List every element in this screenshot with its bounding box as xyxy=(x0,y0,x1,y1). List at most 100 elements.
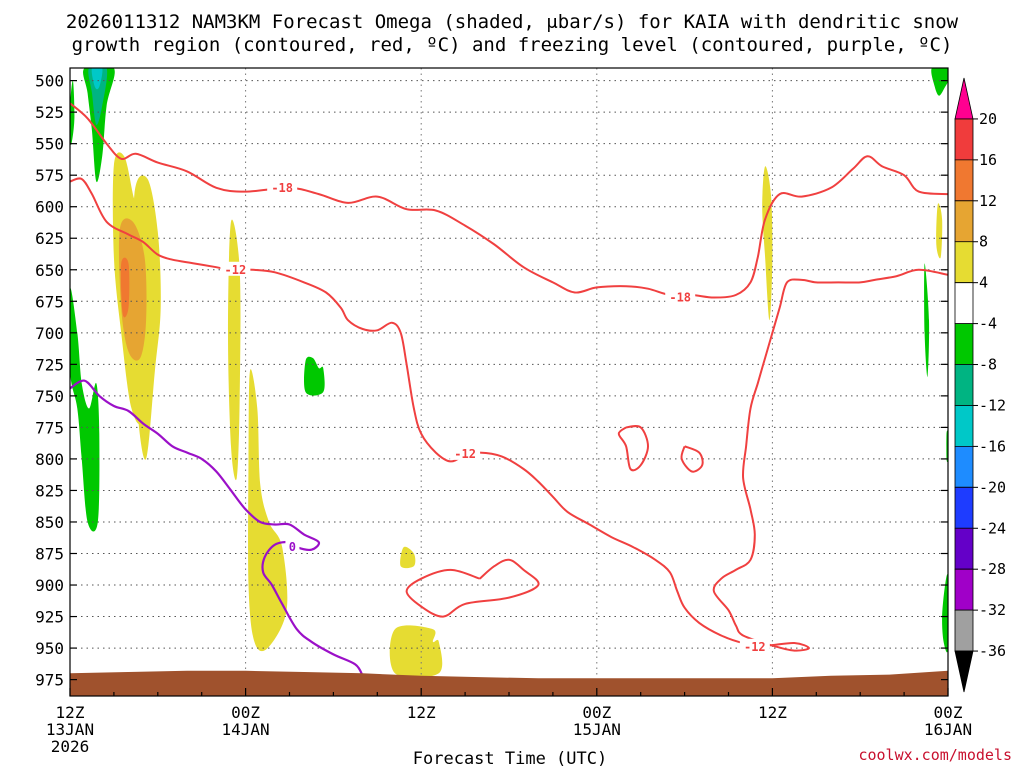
x-tick-label: 2026 xyxy=(51,737,90,756)
dgz-contour-0-label: -18 xyxy=(271,181,293,195)
y-tick-label: 700 xyxy=(35,324,64,343)
omega-region-17 xyxy=(924,263,930,378)
omega-region-11 xyxy=(88,68,108,125)
y-tick-label: 925 xyxy=(35,608,64,627)
dgz-contour-extra-1-label: -12 xyxy=(454,447,476,461)
colorbar-band-3 xyxy=(954,200,974,243)
colorbar-label: 20 xyxy=(979,110,997,128)
credit-link[interactable]: coolwx.com/models xyxy=(858,746,1012,764)
colorbar-band-9 xyxy=(954,446,974,488)
colorbar-band-12 xyxy=(954,568,974,611)
dgz-contour-extra-0-label-bg xyxy=(665,289,696,304)
grid xyxy=(70,68,948,696)
omega-region-13 xyxy=(70,80,75,145)
y-tick-label: 825 xyxy=(35,481,64,500)
colorbar-band-5 xyxy=(954,282,974,324)
colorbar-band-2 xyxy=(954,159,974,202)
y-tick-label: 800 xyxy=(35,450,64,469)
dgz-contour-extra-1-label-bg xyxy=(450,445,481,460)
colorbar-band-14 xyxy=(954,650,974,693)
freezing-level-contour-0 xyxy=(70,379,364,677)
colorbar-label: -32 xyxy=(979,601,1006,619)
colorbar-band-0 xyxy=(954,77,974,120)
omega-region-2 xyxy=(118,218,147,361)
terrain-fill xyxy=(70,670,948,696)
y-tick-label: 950 xyxy=(35,639,64,658)
dgz-contour-3 xyxy=(617,424,650,472)
colorbar-label: -36 xyxy=(979,642,1006,660)
dgz-contour-0-label-bg xyxy=(267,179,298,194)
colorbar-band-4 xyxy=(954,241,974,284)
dgz-contour-extra-2-label: -12 xyxy=(744,640,766,654)
dgz-contour-1 xyxy=(70,177,948,652)
omega-region-14 xyxy=(70,288,100,532)
x-tick-label: 15JAN xyxy=(573,720,621,739)
x-tick-label: 00Z xyxy=(582,703,611,722)
colorbar-band-8 xyxy=(954,405,974,447)
y-tick-label: 675 xyxy=(35,292,64,311)
colorbar-band-7 xyxy=(954,364,974,406)
x-tick-label: 12Z xyxy=(758,703,787,722)
dgz-contour-0 xyxy=(70,102,948,299)
y-tick-label: 525 xyxy=(35,103,64,122)
y-tick-label: 975 xyxy=(35,671,64,690)
colorbar-label: -28 xyxy=(979,560,1006,578)
omega-region-16 xyxy=(931,68,948,96)
freezing-level-0-label: 0 xyxy=(289,540,296,554)
y-tick-label: 850 xyxy=(35,513,64,532)
omega-region-3 xyxy=(120,257,130,318)
colorbar-band-13 xyxy=(954,609,974,652)
omega-region-8 xyxy=(762,166,773,321)
colorbar-label: 4 xyxy=(979,274,988,292)
y-tick-label: 775 xyxy=(35,418,64,437)
x-tick-label: 13JAN xyxy=(46,720,94,739)
y-tick-label: 875 xyxy=(35,545,64,564)
x-tick-label: 12Z xyxy=(407,703,436,722)
omega-region-7 xyxy=(389,625,443,679)
colorbar-label: -8 xyxy=(979,356,997,374)
omega-region-9 xyxy=(936,203,943,259)
colorbar-band-11 xyxy=(954,527,974,570)
y-tick-label: 625 xyxy=(35,229,64,248)
x-axis-title: Forecast Time (UTC) xyxy=(413,749,607,768)
omega-region-4 xyxy=(228,219,241,481)
freezing-level-0-label-bg xyxy=(285,539,300,554)
x-tick-label: 00Z xyxy=(934,703,963,722)
dgz-contour-extra-2-label-bg xyxy=(739,638,770,653)
colorbar-label: -20 xyxy=(979,478,1006,496)
omega-region-5 xyxy=(248,369,288,652)
x-tick-label: 16JAN xyxy=(924,720,972,739)
colorbar-label: 12 xyxy=(979,192,997,210)
y-tick-label: 550 xyxy=(35,135,64,154)
x-tick-label: 00Z xyxy=(231,703,260,722)
x-tick-label: 12Z xyxy=(56,703,85,722)
x-tick-label: 14JAN xyxy=(222,720,270,739)
contours: -18 -12 -18 -12 -12 0 xyxy=(70,102,948,677)
plot-frame xyxy=(69,67,949,697)
omega-region-10 xyxy=(83,68,115,183)
colorbar-band-10 xyxy=(954,486,974,529)
omega-region-19 xyxy=(942,574,948,653)
dgz-contour-2 xyxy=(405,558,540,618)
y-tick-label: 650 xyxy=(35,261,64,280)
dgz-contour-1-label-bg xyxy=(220,261,251,276)
colorbar-band-6 xyxy=(954,323,974,365)
omega-region-12 xyxy=(91,68,103,90)
y-tick-label: 600 xyxy=(35,198,64,217)
terrain xyxy=(70,670,948,696)
y-tick-label: 725 xyxy=(35,355,64,374)
colorbar-label: 16 xyxy=(979,151,997,169)
plot-area xyxy=(70,68,948,679)
axes: 500 525 550 575 600 625 650 675 700 725 750 775 800 8… xyxy=(35,67,972,756)
omega-region-6 xyxy=(400,546,416,569)
chart-title-line2: growth region (contoured, red, ºC) and f… xyxy=(72,34,953,56)
dgz-contour-1-label: -12 xyxy=(225,263,247,277)
dgz-contour-4 xyxy=(680,445,704,473)
dgz-contour-extra-0-label: -18 xyxy=(669,291,691,305)
colorbar-label: -16 xyxy=(979,437,1006,455)
colorbar-label: 8 xyxy=(979,233,988,251)
y-tick-label: 750 xyxy=(35,387,64,406)
chart-title-line1: 2026011312 NAM3KM Forecast Omega (shaded… xyxy=(66,11,959,33)
colorbar-label: -12 xyxy=(979,396,1006,414)
